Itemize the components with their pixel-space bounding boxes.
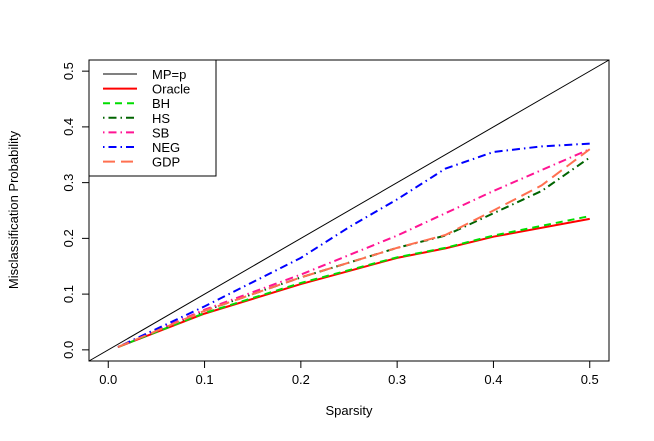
legend-label: MP=p: [152, 67, 186, 82]
series-line-gdp: [117, 148, 591, 348]
legend-label: HS: [152, 111, 170, 126]
legend-label: GDP: [152, 155, 180, 170]
y-tick-label: 0.0: [61, 341, 76, 359]
legend-label: Oracle: [152, 82, 190, 97]
series-line-oracle: [117, 217, 590, 348]
series-line-bh: [117, 215, 590, 348]
x-tick-label: 0.2: [292, 372, 310, 387]
y-tick-label: 0.4: [61, 118, 76, 136]
axes-layer: 0.0 0.1 0.2 0.3 0.4 0.5 0.0 0.1 0.2 0.3 0.4 0.5: [61, 62, 599, 387]
y-tick-label: 0.1: [61, 285, 76, 303]
legend-label: BH: [152, 96, 170, 111]
x-axis-label: Sparsity: [326, 403, 373, 418]
series-layer: [88, 59, 610, 362]
x-tick-label: 0.1: [196, 372, 214, 387]
x-tick-label: 0.0: [99, 372, 117, 387]
y-axis-label: Misclassification Probability: [6, 130, 21, 289]
x-tick-label: 0.5: [581, 372, 599, 387]
legend-label: NEG: [152, 140, 180, 155]
y-tick-label: 0.2: [61, 229, 76, 247]
series-line-mp-p: [88, 59, 610, 362]
x-tick-label: 0.3: [388, 372, 406, 387]
legend-label: SB: [152, 125, 169, 140]
plot-box: [88, 59, 610, 362]
series-line-neg: [117, 142, 590, 348]
y-tick-label: 0.5: [61, 62, 76, 80]
y-tick-label: 0.3: [61, 174, 76, 192]
x-tick-label: 0.4: [484, 372, 502, 387]
